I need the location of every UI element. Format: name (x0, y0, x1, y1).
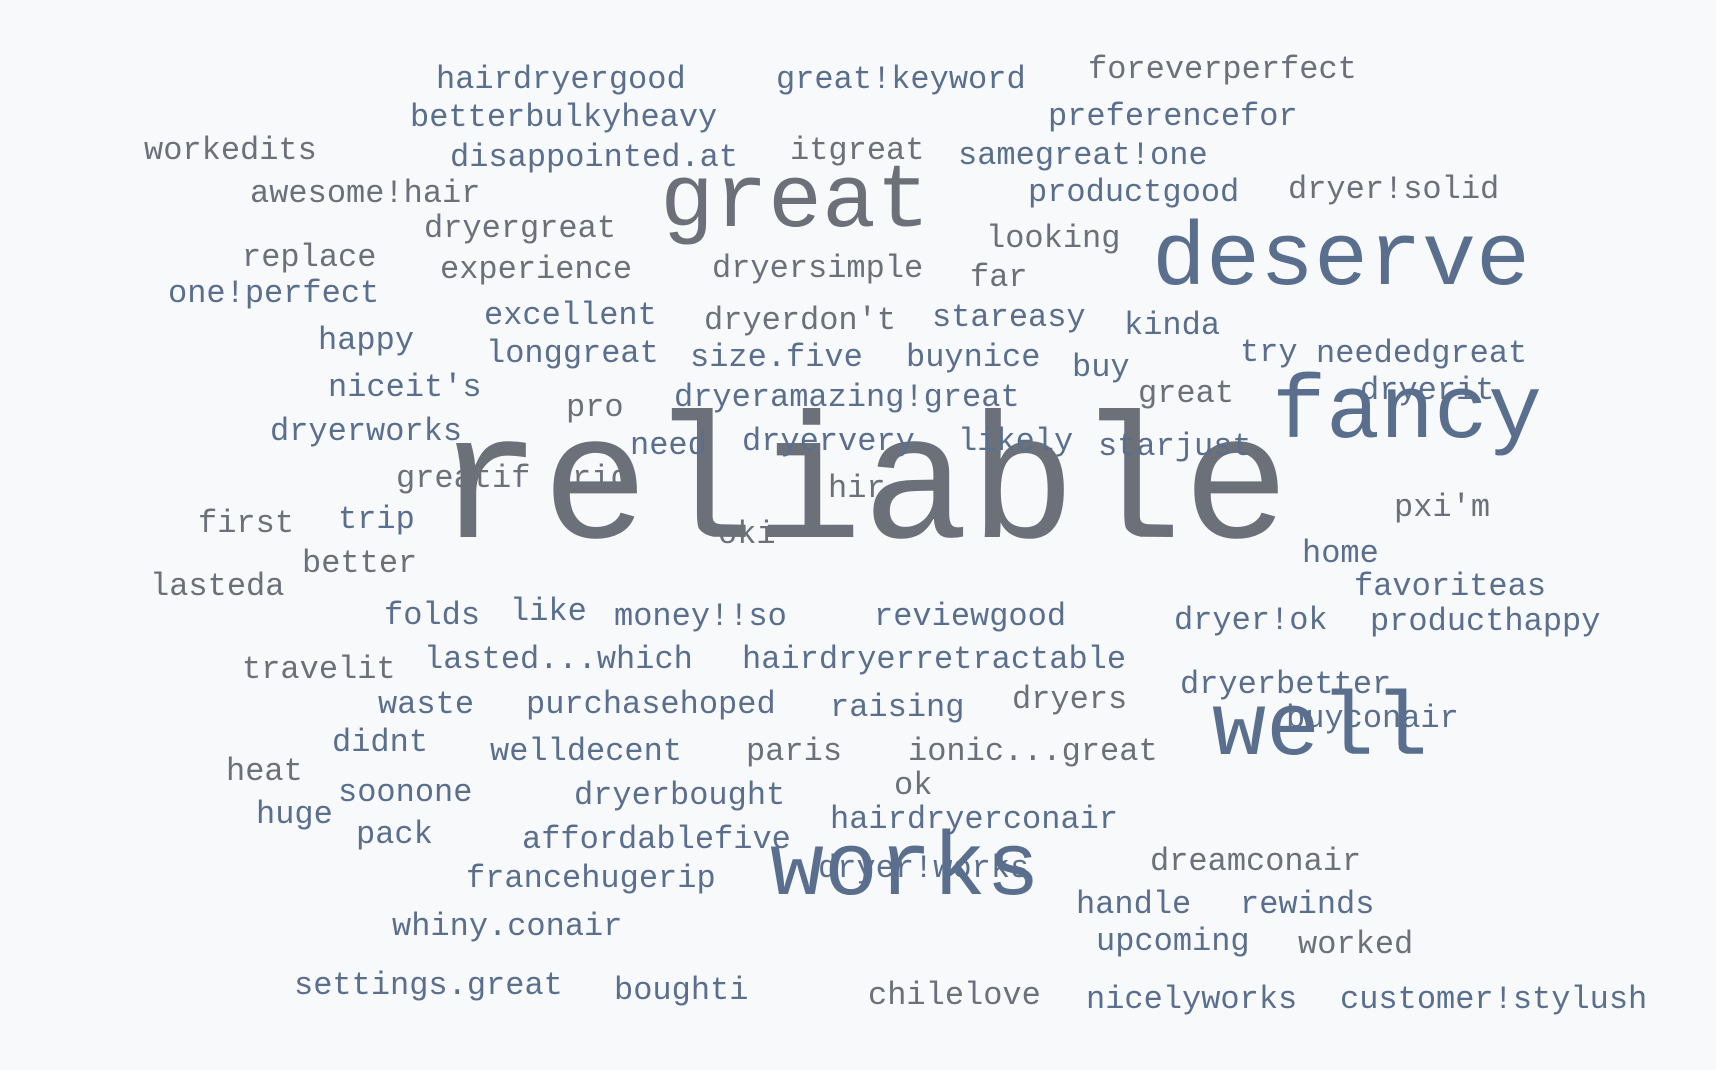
word: stareasy (932, 298, 1086, 336)
word: welldecent (490, 732, 683, 770)
word: buynice (906, 338, 1041, 376)
word: kinda (1124, 306, 1221, 344)
word: works (770, 820, 1041, 923)
word: disappointed.at (450, 138, 739, 176)
word: hairdryergood (436, 60, 686, 98)
word: pack (356, 815, 433, 853)
word: money!!so (614, 597, 787, 635)
word: ionic...great (908, 732, 1158, 770)
word: dryers (1012, 680, 1128, 718)
word: nicelyworks (1086, 980, 1298, 1018)
word: raising (830, 688, 965, 726)
word: foreverperfect (1088, 50, 1357, 88)
word: hairdryerconair (830, 800, 1119, 838)
word: better (302, 544, 418, 582)
word: excellent (484, 296, 657, 334)
word: awesome!hair (250, 174, 481, 212)
word: great (1138, 374, 1235, 412)
word: affordablefive (522, 820, 791, 858)
word: dryeramazing!great (674, 378, 1020, 416)
word: dreamconair (1150, 842, 1362, 880)
word: oki (718, 515, 776, 553)
word: francehugerip (466, 859, 716, 897)
word: pro (566, 388, 624, 426)
word: well (1212, 680, 1429, 783)
word: samegreat!one (958, 136, 1208, 174)
word: waste (378, 685, 475, 723)
word: betterbulkyheavy (410, 98, 718, 136)
word: preferencefor (1048, 97, 1298, 135)
word: itgreat (790, 131, 925, 169)
word: boughti (614, 971, 749, 1009)
word: replace (242, 238, 377, 276)
word: favoriteas (1354, 567, 1547, 605)
word: one!perfect (168, 274, 380, 312)
word: settings.great (294, 966, 563, 1004)
word: experience (440, 250, 633, 288)
word: dryervery (742, 422, 915, 460)
word: dryersimple (712, 249, 924, 287)
word: likely (958, 422, 1074, 460)
word: far (970, 258, 1028, 296)
word: happy (318, 321, 415, 359)
word: folds (384, 596, 481, 634)
word: whiny.conair (392, 907, 623, 945)
word: trip (338, 500, 415, 538)
word: workedits (144, 131, 317, 169)
word: dryerbought (574, 776, 786, 814)
word: fancy (1272, 363, 1543, 466)
word: didnt (332, 723, 429, 761)
word: need (630, 426, 707, 464)
word: hairdryerretractable (742, 640, 1127, 678)
word: lasted...which (424, 640, 693, 678)
word: home (1302, 534, 1379, 572)
word: reviewgood (874, 597, 1067, 635)
word: productgood (1028, 173, 1240, 211)
word: worked (1298, 925, 1414, 963)
word: producthappy (1370, 602, 1601, 640)
word: dryergreat (424, 209, 617, 247)
word: try (1240, 333, 1298, 371)
word: dryer!works (818, 849, 1030, 887)
word: dryerbetter (1180, 665, 1392, 703)
word: handle (1076, 885, 1192, 923)
word: greatif (396, 459, 531, 497)
word: customer!stylush (1340, 980, 1648, 1018)
word: buy (1072, 348, 1130, 386)
word: dryerworks (270, 412, 463, 450)
word: dryerdon't (704, 301, 897, 339)
word: dryer!ok (1174, 601, 1328, 639)
word: lasteda (150, 567, 285, 605)
word: ok (894, 766, 933, 804)
word: longgreat (486, 334, 659, 372)
word: like (510, 592, 587, 630)
word: niceit's (328, 368, 482, 406)
word: rewinds (1240, 885, 1375, 923)
word: pxi'm (1394, 488, 1491, 526)
word: purchasehoped (526, 685, 776, 723)
word: great!keyword (776, 60, 1026, 98)
word: starjust (1098, 427, 1252, 465)
word: upcoming (1096, 922, 1250, 960)
word: huge (256, 795, 333, 833)
word: size.five (690, 338, 863, 376)
word: chilelove (868, 976, 1041, 1014)
word: dryerit (1360, 371, 1495, 409)
word: heat (226, 752, 303, 790)
word: first (198, 504, 295, 542)
word: soonone (338, 773, 473, 811)
word: dryer!solid (1288, 170, 1500, 208)
word: neededgreat (1316, 334, 1528, 372)
word: paris (746, 732, 843, 770)
word: deserve (1152, 210, 1531, 313)
word: hir (828, 469, 886, 507)
word: buyconair (1286, 699, 1459, 737)
word: great (660, 152, 931, 255)
word: looking (986, 219, 1121, 257)
word: rid (572, 459, 630, 497)
word: travelit (242, 650, 396, 688)
word: reliable (435, 390, 1290, 592)
